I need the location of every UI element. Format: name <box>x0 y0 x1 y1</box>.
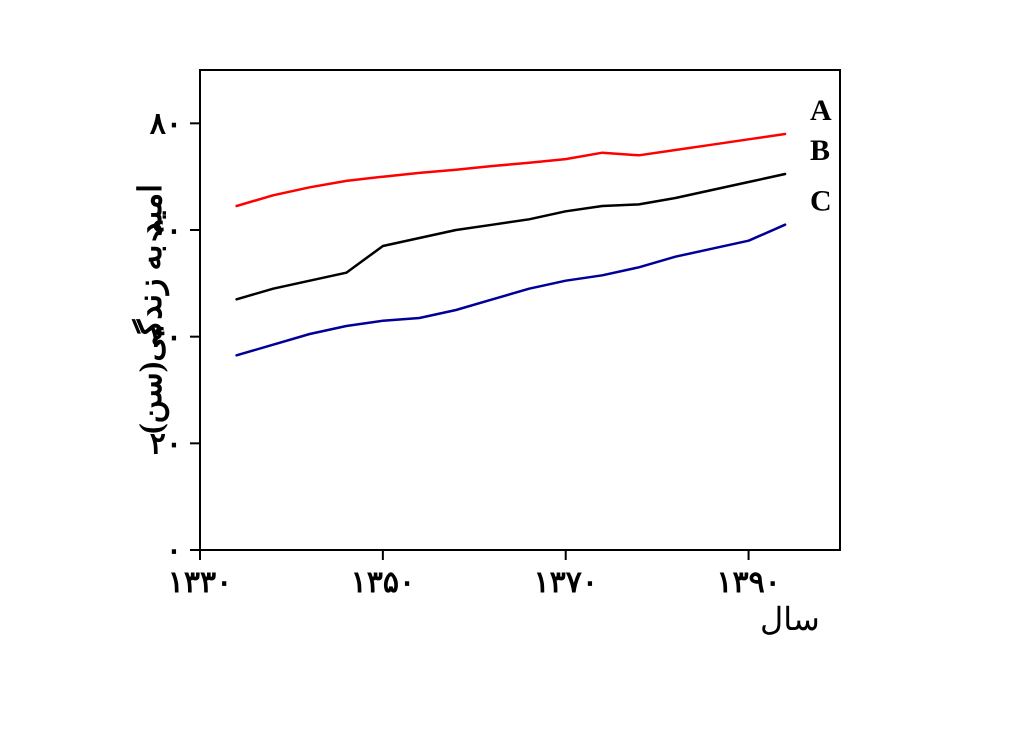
series-label-b: B <box>810 134 830 167</box>
series-label-a: A <box>810 94 832 127</box>
x-tick-label: ۱۳۵۰ <box>351 566 415 599</box>
x-tick-label: ۱۳۳۰ <box>168 566 232 599</box>
series-line-b <box>237 174 786 299</box>
y-tick-label: ۸۰ <box>150 107 182 140</box>
y-tick-label: ۰ <box>166 534 182 567</box>
x-tick-label: ۱۳۹۰ <box>716 566 780 599</box>
series-label-c: C <box>810 185 832 218</box>
x-tick-label: ۱۳۷۰ <box>533 566 597 599</box>
plot-border <box>200 70 840 550</box>
y-axis-label: امید به زندگی(سن) <box>131 159 169 459</box>
chart-svg: ۰۲۰۴۰۶۰۸۰۱۳۳۰۱۳۵۰۱۳۷۰۱۳۹۰ABC <box>120 60 880 660</box>
series-line-c <box>237 225 786 356</box>
x-axis-label: سال <box>760 600 820 638</box>
series-line-a <box>237 134 786 206</box>
life-expectancy-chart: ۰۲۰۴۰۶۰۸۰۱۳۳۰۱۳۵۰۱۳۷۰۱۳۹۰ABC امید به زند… <box>120 60 880 660</box>
